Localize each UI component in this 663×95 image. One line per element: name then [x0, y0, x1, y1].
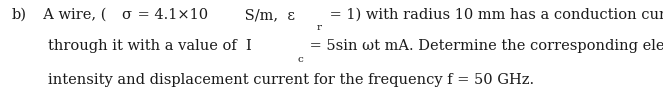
Text: r: r: [316, 23, 322, 32]
Text: intensity and displacement current for the frequency f = 50 GHz.: intensity and displacement current for t…: [48, 73, 534, 87]
Text: = 5sin ωt mA. Determine the corresponding electric field: = 5sin ωt mA. Determine the correspondin…: [305, 39, 663, 53]
Text: 7: 7: [231, 0, 237, 2]
Text: = 4.1×10: = 4.1×10: [133, 8, 208, 22]
Text: b): b): [12, 8, 27, 22]
Text: = 1) with radius 10 mm has a conduction current flowing: = 1) with radius 10 mm has a conduction …: [325, 8, 663, 22]
Text: through it with a value of  I: through it with a value of I: [48, 39, 251, 53]
Text: c: c: [297, 55, 303, 64]
Text: σ: σ: [121, 8, 131, 22]
Text: A wire, (: A wire, (: [34, 8, 107, 22]
Text: S/m,  ε: S/m, ε: [240, 8, 295, 22]
